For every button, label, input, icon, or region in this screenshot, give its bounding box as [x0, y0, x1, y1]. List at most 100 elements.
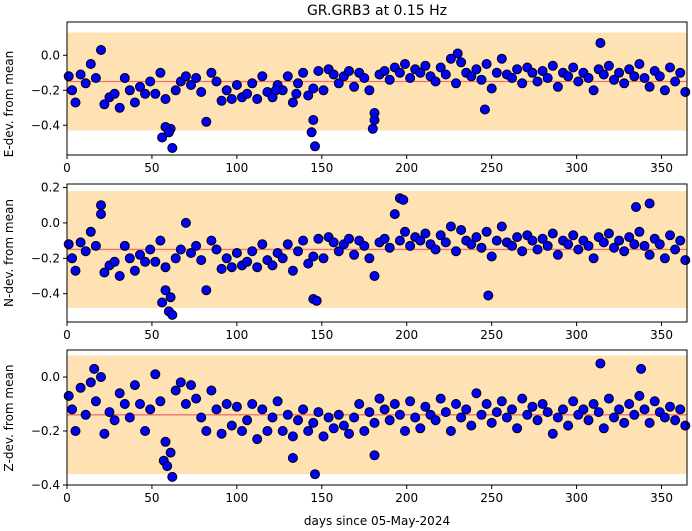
data-point [170, 85, 181, 96]
data-point [216, 263, 227, 274]
axes-frame-north [66, 183, 688, 323]
data-point [157, 132, 168, 143]
data-point [440, 69, 451, 80]
data-point [252, 262, 263, 273]
data-point [491, 67, 502, 78]
data-point [670, 76, 681, 87]
data-point [328, 423, 339, 434]
data-point [124, 85, 135, 96]
data-point [639, 73, 650, 83]
data-point [430, 415, 441, 426]
data-point [231, 401, 242, 412]
data-point [471, 64, 482, 75]
data-point [563, 239, 574, 250]
data-point [445, 426, 456, 436]
data-point [364, 85, 375, 96]
data-point [451, 78, 461, 89]
data-point [344, 233, 354, 244]
data-point [430, 244, 441, 255]
data-point [150, 256, 161, 267]
data-point [124, 412, 135, 423]
data-point [267, 412, 278, 423]
axes-frame-vertical [66, 349, 688, 486]
x-tick-label: 200 [395, 491, 418, 505]
ylabel-vertical: Z-dev. from mean [2, 365, 16, 472]
data-point [119, 399, 130, 409]
data-point [186, 248, 196, 258]
data-point [614, 235, 625, 246]
data-point [517, 393, 528, 404]
data-point [654, 239, 665, 250]
data-point [629, 71, 640, 82]
data-point [466, 239, 477, 250]
data-point [157, 297, 168, 308]
data-point [135, 249, 145, 260]
data-point [257, 404, 268, 415]
data-point [507, 404, 517, 415]
data-point [680, 255, 691, 266]
data-point [670, 244, 681, 255]
data-point [287, 453, 298, 463]
y-tick-label: −0.2 [31, 424, 60, 438]
data-point [318, 431, 329, 442]
data-point [659, 412, 670, 423]
x-tick-label: 150 [310, 328, 333, 342]
data-point [573, 76, 584, 87]
data-point [400, 226, 410, 237]
y-tick-label: −0.4 [31, 287, 60, 301]
data-point [384, 242, 395, 253]
data-point [609, 242, 619, 253]
data-point [374, 393, 385, 404]
data-point [435, 62, 446, 73]
data-point [303, 426, 314, 436]
y-tick-label: −0.2 [31, 83, 60, 97]
data-point [415, 235, 426, 246]
data-point [639, 404, 650, 415]
data-point [63, 71, 74, 82]
data-point [405, 240, 416, 251]
data-point [308, 417, 319, 428]
data-point [206, 235, 217, 246]
data-point [313, 66, 324, 76]
y-tick-label: 0.2 [41, 181, 60, 195]
data-point [344, 428, 354, 439]
x-tick-label: 350 [650, 491, 673, 505]
data-point [247, 246, 258, 257]
data-point [129, 265, 140, 276]
data-point [481, 399, 492, 409]
data-point [140, 256, 151, 267]
data-point [145, 404, 156, 415]
data-point [75, 69, 86, 80]
data-point [293, 78, 303, 89]
data-point [369, 271, 380, 281]
data-point [537, 233, 548, 244]
data-point [323, 412, 334, 423]
data-point [160, 262, 171, 273]
data-point [588, 399, 599, 409]
data-point [318, 85, 329, 96]
data-point [665, 62, 675, 73]
data-point [481, 59, 492, 69]
data-point [104, 407, 115, 418]
x-tick-label: 300 [565, 161, 588, 175]
data-point [67, 253, 78, 264]
data-point [221, 399, 232, 409]
data-point [644, 198, 655, 209]
data-point [471, 232, 482, 243]
data-point [410, 412, 421, 423]
data-point [619, 246, 630, 257]
data-point [167, 309, 178, 320]
data-point [476, 409, 487, 420]
data-point [196, 255, 207, 266]
data-point [150, 88, 161, 99]
data-point [140, 426, 151, 436]
data-point [456, 412, 467, 423]
data-point [247, 78, 258, 89]
data-point [491, 407, 502, 418]
panel-east: E-dev. from mean 0 50 100 150 200 250 300 350 0.… [2, 21, 691, 175]
data-point [476, 74, 487, 85]
data-point [583, 73, 594, 83]
data-point [359, 240, 370, 251]
data-point [114, 102, 125, 113]
data-point [165, 447, 176, 458]
